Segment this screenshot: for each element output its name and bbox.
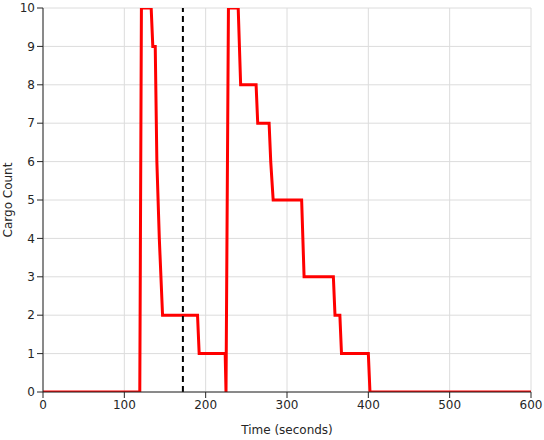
svg-text:7: 7	[27, 116, 35, 130]
svg-text:8: 8	[27, 78, 35, 92]
svg-text:Cargo Count: Cargo Count	[8, 162, 15, 237]
svg-text:1: 1	[27, 347, 35, 361]
svg-text:Time (seconds): Time (seconds)	[240, 423, 333, 437]
svg-text:10: 10	[20, 1, 35, 15]
svg-text:4: 4	[27, 232, 35, 246]
svg-text:9: 9	[27, 40, 35, 54]
svg-text:200: 200	[194, 398, 217, 412]
svg-text:6: 6	[27, 155, 35, 169]
svg-text:5: 5	[27, 193, 35, 207]
svg-text:100: 100	[113, 398, 136, 412]
svg-text:500: 500	[438, 398, 461, 412]
svg-text:3: 3	[27, 270, 35, 284]
svg-text:2: 2	[27, 308, 35, 322]
svg-text:300: 300	[276, 398, 299, 412]
svg-text:400: 400	[357, 398, 380, 412]
svg-text:600: 600	[520, 398, 536, 412]
svg-text:0: 0	[27, 385, 35, 399]
svg-text:0: 0	[39, 398, 47, 412]
